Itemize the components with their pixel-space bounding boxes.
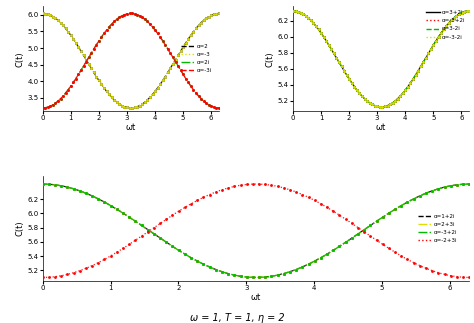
Text: ω = 1, T = 1, η = 2: ω = 1, T = 1, η = 2 [190, 313, 284, 323]
X-axis label: ωt: ωt [376, 123, 386, 132]
Legend: α=2, α=-3, α=2i, α=-3i: α=2, α=-3, α=2i, α=-3i [180, 43, 213, 75]
Y-axis label: C(t): C(t) [16, 51, 25, 67]
Y-axis label: C(t): C(t) [266, 51, 275, 67]
X-axis label: ωt: ωt [126, 123, 136, 132]
Legend: α=1+2i, α=2+3i, α=-3+2i, α=-2+3i: α=1+2i, α=2+3i, α=-3+2i, α=-2+3i [417, 213, 458, 244]
Y-axis label: C(t): C(t) [16, 221, 25, 236]
X-axis label: ωt: ωt [251, 293, 261, 302]
Legend: α=3+2i, α=-3+2i, α=3-2i, α=-3-2i: α=3+2i, α=-3+2i, α=3-2i, α=-3-2i [425, 9, 466, 41]
